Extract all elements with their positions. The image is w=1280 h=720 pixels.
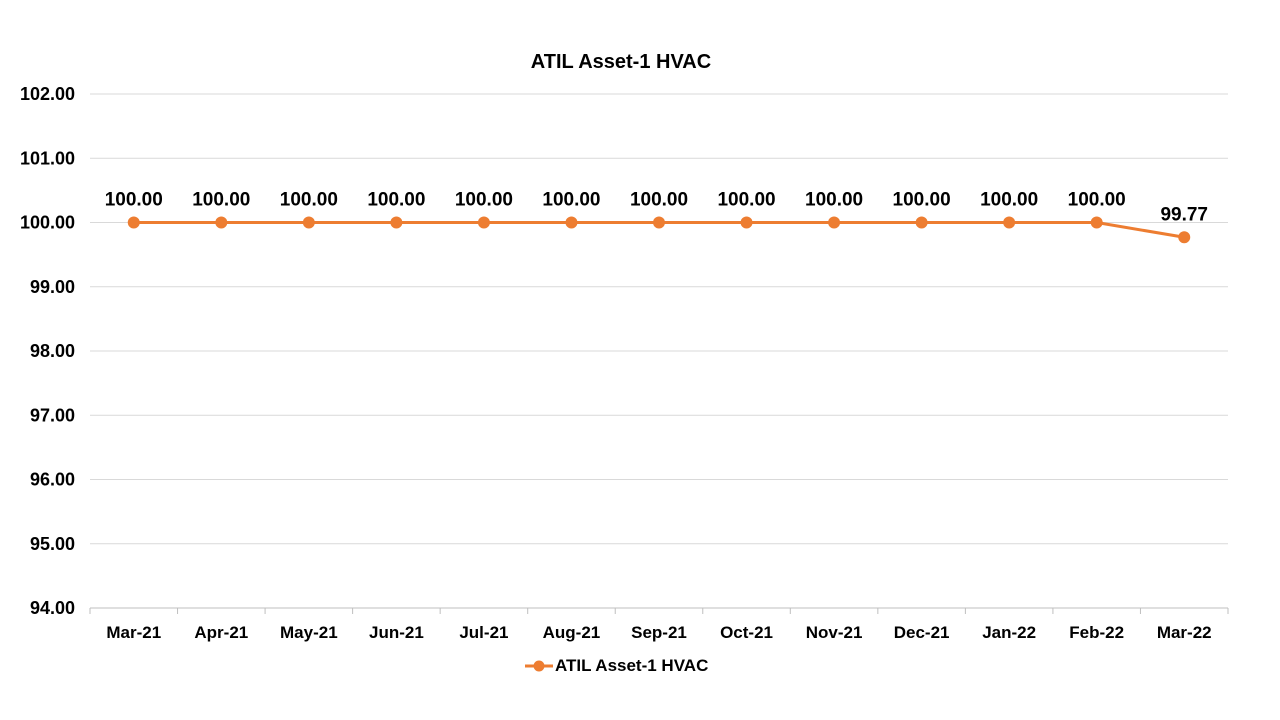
legend-marker-icon <box>533 660 545 672</box>
x-axis <box>89 607 1229 614</box>
data-label-May-21: 100.00 <box>280 190 338 211</box>
series-ATIL-Asset-1-HVAC <box>127 216 1191 244</box>
data-point-Nov-21[interactable] <box>828 216 841 229</box>
y-tick-label: 98.00 <box>30 341 75 361</box>
data-label-Oct-21: 100.00 <box>717 190 775 211</box>
data-label-Dec-21: 100.00 <box>893 190 951 211</box>
x-axis-tick-labels: Mar-21 Apr-21 May-21 Jun-21 Jul-21 Aug-21 Sep-… <box>106 623 1211 642</box>
data-label-Mar-22: 99.77 <box>1160 204 1208 225</box>
data-point-Jan-22[interactable] <box>1003 216 1016 229</box>
x-tick-label: Nov-21 <box>806 623 863 642</box>
x-tick-label: Aug-21 <box>543 623 601 642</box>
data-point-Mar-21[interactable] <box>127 216 140 229</box>
x-tick-label: Dec-21 <box>894 623 950 642</box>
y-axis-tick-labels: 94.00 95.00 96.00 97.00 98.00 99.00 100.00 101.… <box>20 84 75 618</box>
data-label-Jun-21: 100.00 <box>367 190 425 211</box>
x-tick-label: Apr-21 <box>194 623 248 642</box>
x-tick-label: Sep-21 <box>631 623 687 642</box>
data-point-Oct-21[interactable] <box>740 216 753 229</box>
data-label-Apr-21: 100.00 <box>192 190 250 211</box>
legend[interactable]: ATIL Asset-1 HVAC <box>525 656 708 675</box>
data-point-Dec-21[interactable] <box>915 216 928 229</box>
data-point-Jun-21[interactable] <box>390 216 403 229</box>
data-point-May-21[interactable] <box>302 216 315 229</box>
gridlines <box>90 93 1228 545</box>
data-point-Feb-22[interactable] <box>1090 216 1103 229</box>
x-tick-label: Mar-22 <box>1157 623 1212 642</box>
data-label-Sep-21: 100.00 <box>630 190 688 211</box>
y-tick-label: 100.00 <box>20 213 75 233</box>
x-tick-label: Mar-21 <box>106 623 161 642</box>
y-tick-label: 95.00 <box>30 534 75 554</box>
x-tick-label: Oct-21 <box>720 623 773 642</box>
chart-title: ATIL Asset-1 HVAC <box>531 51 711 73</box>
data-point-Sep-21[interactable] <box>653 216 665 229</box>
x-tick-label: Jun-21 <box>369 623 424 642</box>
data-point-Apr-21[interactable] <box>215 216 228 229</box>
x-tick-label: Jan-22 <box>982 623 1036 642</box>
y-tick-label: 94.00 <box>30 598 75 618</box>
data-labels: 100.00 100.00 100.00 100.00 100.00 100.00 100.… <box>105 190 1208 226</box>
y-tick-label: 96.00 <box>30 470 75 490</box>
x-tick-label: Jul-21 <box>459 623 508 642</box>
data-point-Aug-21[interactable] <box>565 216 578 229</box>
data-label-Mar-21: 100.00 <box>105 190 163 211</box>
data-label-Aug-21: 100.00 <box>542 190 600 211</box>
data-label-Jan-22: 100.00 <box>980 190 1038 211</box>
x-tick-label: May-21 <box>280 623 338 642</box>
y-tick-label: 99.00 <box>30 277 75 297</box>
data-label-Feb-22: 100.00 <box>1068 190 1126 211</box>
x-tick-label: Feb-22 <box>1069 623 1124 642</box>
y-tick-label: 97.00 <box>30 405 75 425</box>
y-tick-label: 102.00 <box>20 84 75 104</box>
data-label-Nov-21: 100.00 <box>805 190 863 211</box>
data-label-Jul-21: 100.00 <box>455 190 513 211</box>
y-tick-label: 101.00 <box>20 148 75 168</box>
data-point-Mar-22[interactable] <box>1178 231 1191 244</box>
legend-label: ATIL Asset-1 HVAC <box>555 656 708 675</box>
data-point-Jul-21[interactable] <box>477 216 490 229</box>
